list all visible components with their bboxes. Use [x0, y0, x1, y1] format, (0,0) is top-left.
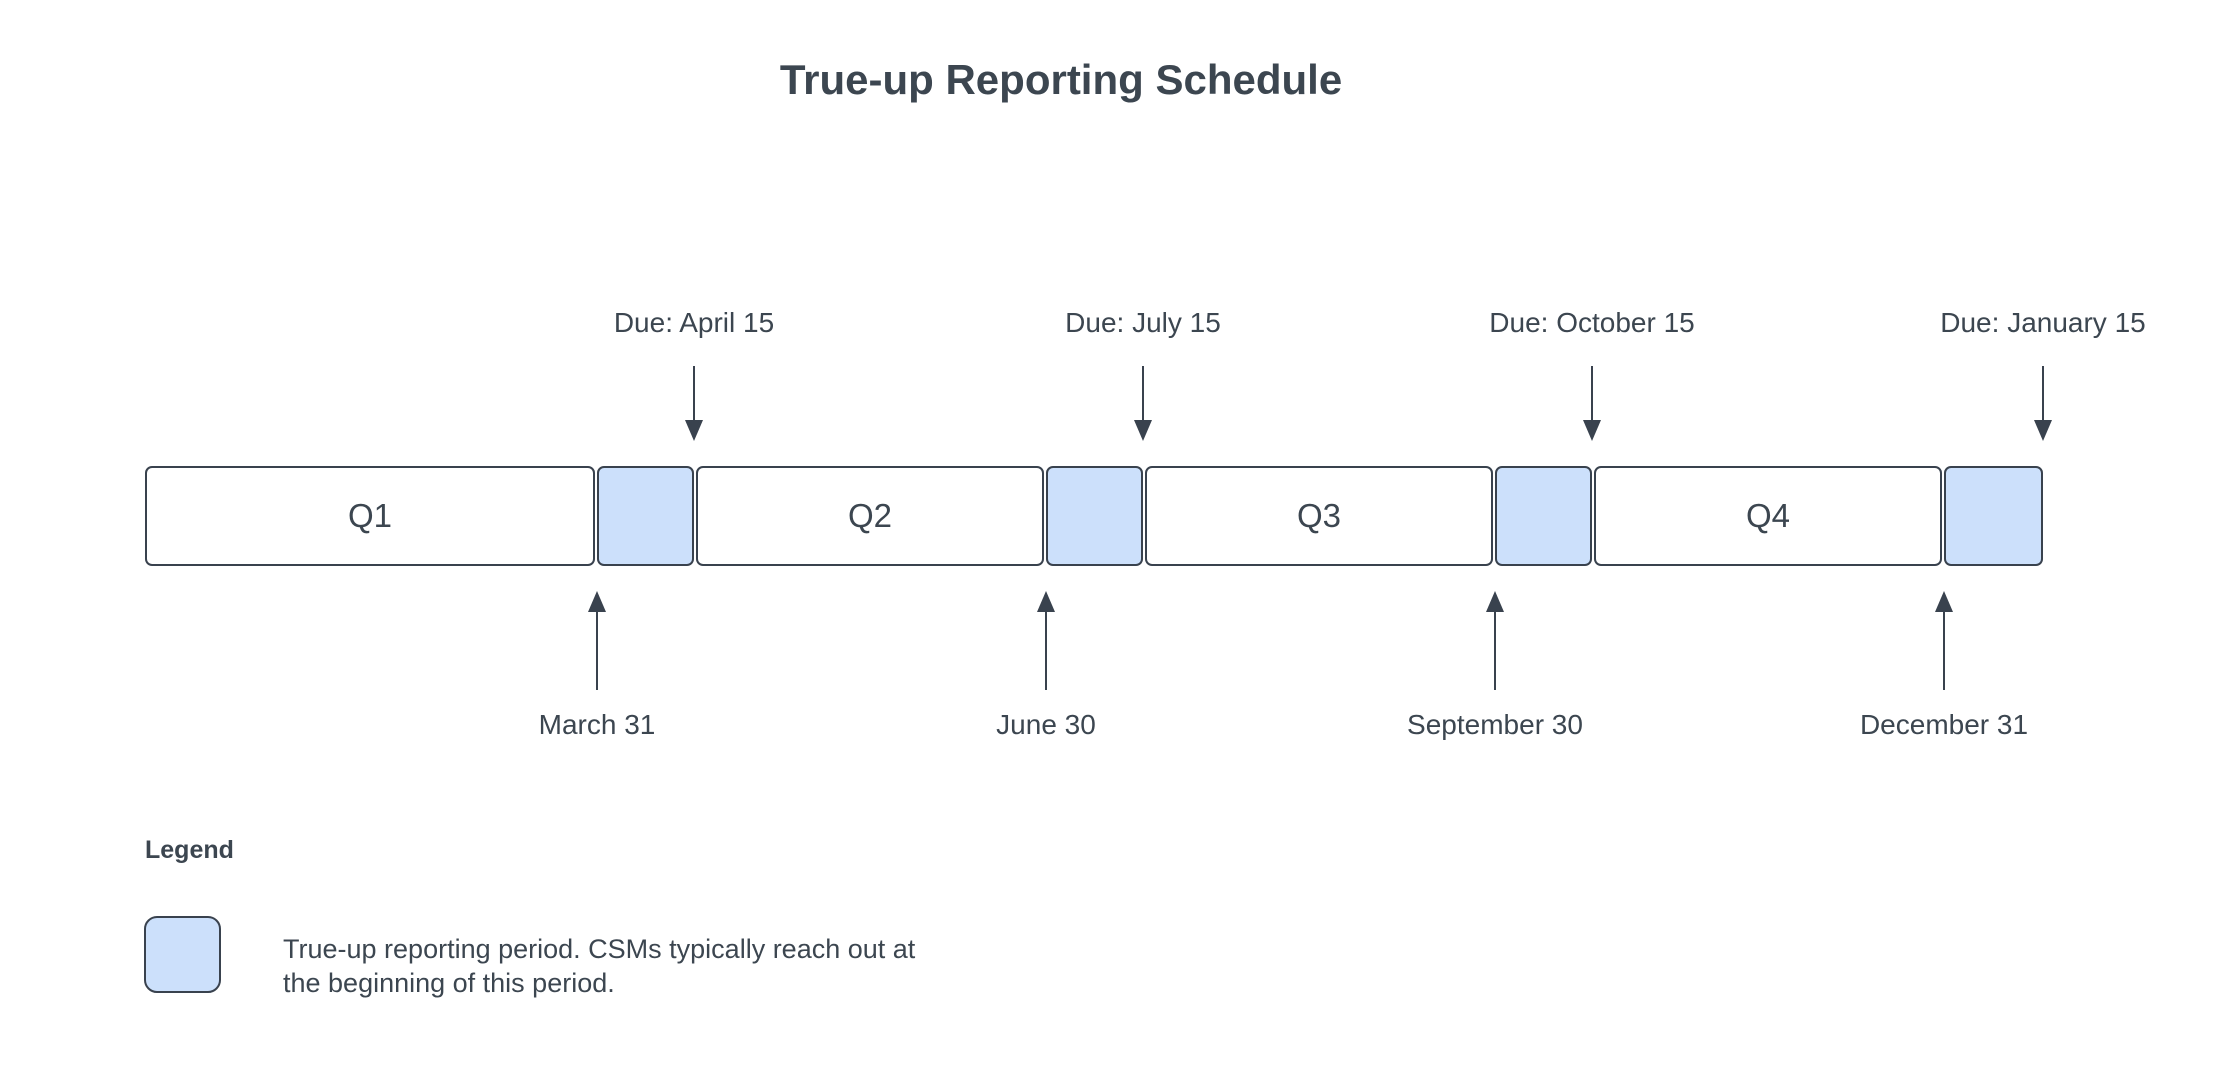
- period-end-label: December 31: [1859, 709, 2029, 740]
- quarter-box: Q3: [1145, 466, 1493, 566]
- quarter-box: Q1: [145, 466, 595, 566]
- period-end-arrow-line: [1045, 611, 1047, 690]
- down-arrow-icon: [685, 420, 703, 441]
- up-arrow-icon: [588, 591, 606, 612]
- due-date-label: Due: July 15: [1065, 307, 1221, 338]
- legend-description: True-up reporting period. CSMs typically…: [283, 932, 915, 1000]
- legend-swatch-true-up-period: [144, 916, 221, 993]
- true-up-period-box: [1944, 466, 2043, 566]
- period-end-label: March 31: [538, 709, 656, 740]
- due-date-label: Due: October 15: [1489, 307, 1695, 338]
- period-end-label: June 30: [996, 709, 1096, 740]
- page-title: True-up Reporting Schedule: [779, 56, 1343, 103]
- quarter-box: Q4: [1594, 466, 1942, 566]
- due-arrow-line: [693, 366, 695, 420]
- legend-heading: Legend: [145, 836, 234, 864]
- quarter-label: Q3: [1296, 497, 1342, 534]
- period-end-arrow-line: [1943, 611, 1945, 690]
- down-arrow-icon: [1134, 420, 1152, 441]
- quarter-label: Q2: [847, 497, 893, 534]
- true-up-period-box: [1495, 466, 1592, 566]
- due-date-label: Due: April 15: [613, 307, 775, 338]
- quarter-label: Q4: [1745, 497, 1791, 534]
- due-arrow-line: [1591, 366, 1593, 420]
- due-date-label: Due: January 15: [1940, 307, 2146, 338]
- quarter-label: Q1: [347, 497, 393, 534]
- true-up-period-box: [597, 466, 694, 566]
- due-arrow-line: [2042, 366, 2044, 420]
- down-arrow-icon: [2034, 420, 2052, 441]
- down-arrow-icon: [1583, 420, 1601, 441]
- due-arrow-line: [1142, 366, 1144, 420]
- period-end-label: September 30: [1407, 709, 1583, 740]
- period-end-arrow-line: [596, 611, 598, 690]
- up-arrow-icon: [1486, 591, 1504, 612]
- up-arrow-icon: [1037, 591, 1055, 612]
- true-up-period-box: [1046, 466, 1143, 566]
- period-end-arrow-line: [1494, 611, 1496, 690]
- legend-description-line-2: the beginning of this period.: [283, 968, 615, 998]
- quarter-box: Q2: [696, 466, 1044, 566]
- legend-description-line-1: True-up reporting period. CSMs typically…: [283, 934, 916, 964]
- up-arrow-icon: [1935, 591, 1953, 612]
